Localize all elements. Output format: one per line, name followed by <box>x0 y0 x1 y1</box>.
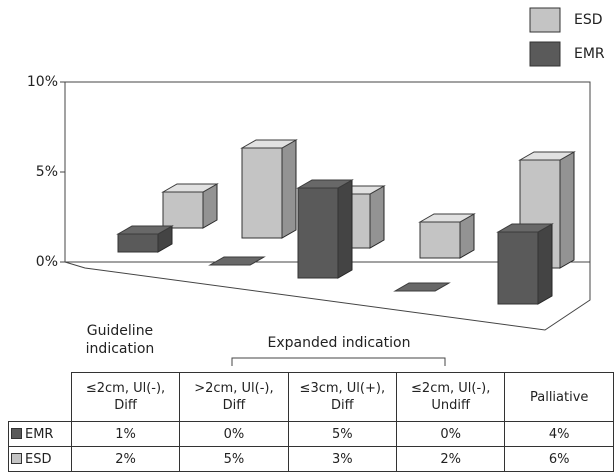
bar-front <box>419 221 461 259</box>
bar-top <box>161 183 219 193</box>
row-label: ESD <box>8 446 72 472</box>
bar <box>296 179 354 279</box>
row-name: ESD <box>25 451 52 467</box>
bar <box>208 256 266 266</box>
bar-side <box>337 179 353 279</box>
value-cell: 6% <box>504 446 614 472</box>
category-header: Palliative <box>504 372 614 422</box>
corner <box>9 373 72 422</box>
y-tick-label: 0% <box>36 254 58 270</box>
bar <box>496 223 554 305</box>
category-header: ≤2cm, Ul(-), Undiff <box>396 372 506 422</box>
table-row: EMR 1% 0% 5% 0% 4% <box>8 421 614 447</box>
bar <box>393 282 451 292</box>
chart: 0% 5% 10% ESD EMR <box>27 7 605 331</box>
value-cell: 1% <box>70 421 181 447</box>
value-cell: 2% <box>70 446 181 472</box>
table-row: ESD 2% 5% 3% 2% 6% <box>8 446 614 472</box>
bar-front <box>162 191 204 229</box>
annotation: Expanded indication <box>267 335 411 351</box>
y-tick-label: 5% <box>36 164 58 180</box>
bar-front <box>497 231 539 305</box>
y-tick-label: 10% <box>27 74 58 90</box>
value-cell: 0% <box>396 421 506 447</box>
bar-top <box>296 179 354 189</box>
bar-side <box>559 151 575 269</box>
bar-side <box>281 139 297 239</box>
bar <box>116 225 174 253</box>
legend-label: ESD <box>574 12 603 28</box>
bar-top <box>240 139 298 149</box>
value-cell: 4% <box>504 421 614 447</box>
category-header: ≤2cm, Ul(-), Diff <box>70 372 181 422</box>
value-cell: 3% <box>287 446 398 472</box>
bar-top <box>496 223 554 233</box>
bar <box>418 213 476 259</box>
bar-top <box>418 213 476 223</box>
row-name: EMR <box>25 426 54 442</box>
bar-top <box>116 225 174 235</box>
value-cell: 5% <box>179 446 289 472</box>
value-cell: 5% <box>287 421 398 447</box>
bar-top <box>393 282 451 292</box>
bar-front <box>241 147 283 239</box>
bar-front <box>297 187 339 279</box>
row-swatch <box>11 427 22 439</box>
annotation: Guideline indication <box>85 323 155 357</box>
bar-side <box>369 185 385 249</box>
value-cell: 2% <box>396 446 506 472</box>
legend-swatch <box>529 41 561 67</box>
legend-label: EMR <box>574 46 605 62</box>
data-table: ≤2cm, Ul(-), Diff >2cm, Ul(-), Diff ≤3cm, … <box>8 372 614 472</box>
bar-top <box>518 151 576 161</box>
category-header: ≤3cm, Ul(+), Diff <box>287 372 398 422</box>
bar-side <box>537 223 553 305</box>
row-swatch <box>11 452 22 464</box>
value-cell: 0% <box>179 421 289 447</box>
bar <box>240 139 298 239</box>
legend-swatch <box>529 7 561 33</box>
bar-top <box>208 256 266 266</box>
row-label: EMR <box>8 421 72 447</box>
bar <box>161 183 219 229</box>
category-header: >2cm, Ul(-), Diff <box>179 372 289 422</box>
header-row: ≤2cm, Ul(-), Diff >2cm, Ul(-), Diff ≤3cm, … <box>9 372 614 422</box>
bar-front <box>117 233 159 253</box>
